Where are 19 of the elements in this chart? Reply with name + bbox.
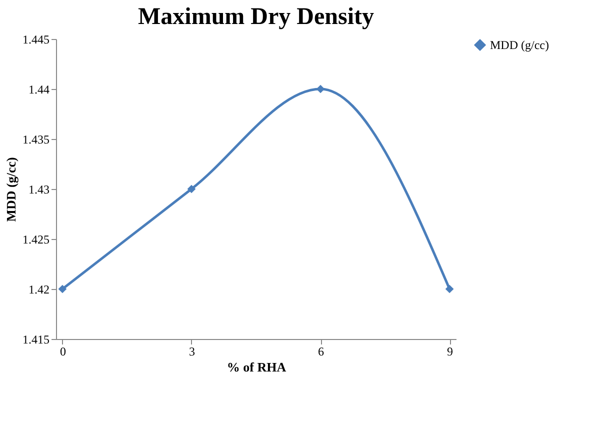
legend-label: MDD (g/cc) [490, 38, 549, 52]
x-tick-label: 3 [188, 344, 195, 358]
y-tick-label: 1.43 [28, 182, 50, 196]
chart-title: Maximum Dry Density [138, 4, 374, 30]
x-axis-title: % of RHA [226, 360, 287, 374]
y-tick-label: 1.445 [22, 32, 50, 46]
point [187, 184, 196, 194]
x-tick-label: 6 [318, 344, 324, 358]
y-tick-label: 1.435 [22, 132, 50, 146]
y-axis-title: MDD (g/cc) [4, 157, 18, 222]
point [445, 284, 454, 294]
x-tick-label: 9 [447, 344, 454, 358]
point [316, 84, 325, 94]
y-tick-label: 1.44 [28, 82, 50, 96]
y-tick-label: 1.425 [22, 232, 50, 246]
x-tick-label: 0 [60, 344, 66, 358]
y-tick-label: 1.42 [28, 282, 50, 296]
y-tick-label: 1.415 [22, 332, 50, 346]
point [58, 284, 67, 294]
